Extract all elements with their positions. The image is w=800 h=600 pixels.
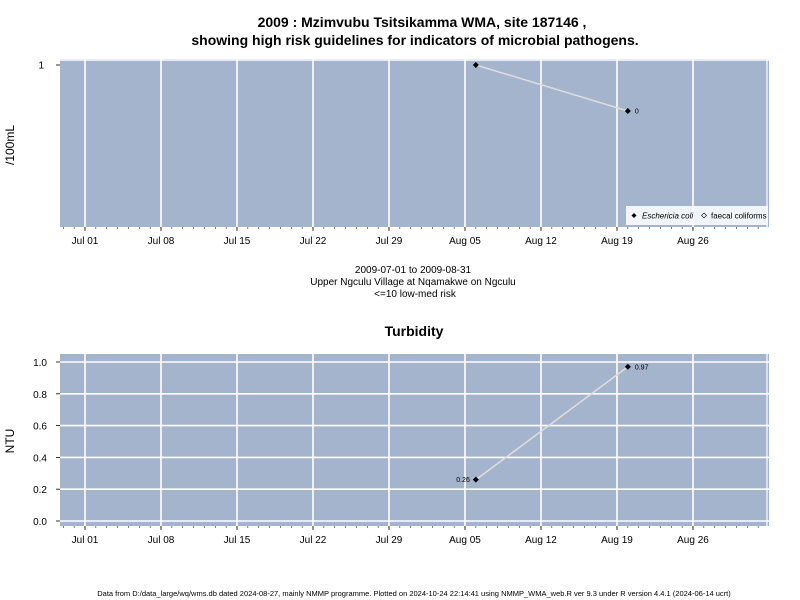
x-tick-label: Aug 26 <box>677 535 709 546</box>
y-tick-label: 0.2 <box>33 485 47 496</box>
data-label: 0 <box>635 109 639 116</box>
y-tick-label: 0.6 <box>33 422 47 433</box>
legend-faecal-label: faecal coliforms <box>711 212 767 221</box>
x-tick-label: Jul 29 <box>376 236 403 247</box>
legend-ecoli-marker <box>631 213 637 218</box>
chart2-y-axis-label: NTU <box>3 429 17 454</box>
chart1-title-line1: 2009 : Mzimvubu Tsitsikamma WMA, site 18… <box>258 14 587 30</box>
x-tick-label: Aug 12 <box>525 535 557 546</box>
x-tick-label: Jul 15 <box>224 236 251 247</box>
x-tick-label: Aug 19 <box>601 535 633 546</box>
data-point <box>472 62 479 68</box>
x-tick-label: Aug 05 <box>449 535 481 546</box>
y-tick-label: 0.0 <box>33 517 47 528</box>
chart1-series: 0 <box>472 62 639 116</box>
data-point <box>624 363 631 370</box>
x-tick-label: Aug 26 <box>677 236 709 247</box>
chart1-x-ticks: Jul 01 Jul 08 Jul 15 Jul 22 Jul 29 Aug 05 Aug … <box>63 227 759 247</box>
x-tick-label: Jul 22 <box>300 236 327 247</box>
legend-ecoli-label: Eschericia coli <box>642 212 693 221</box>
data-label: 0.26 <box>456 477 470 484</box>
x-tick-label: Jul 29 <box>376 535 403 546</box>
chart1-plot-area <box>60 59 769 227</box>
x-tick-label: Aug 12 <box>525 236 557 247</box>
chart1-date-range: 2009-07-01 to 2009-08-31 <box>355 265 472 276</box>
chart1-y-axis-label: /100mL <box>3 125 17 165</box>
chart1-gridlines <box>60 59 769 227</box>
x-tick-label: Jul 08 <box>148 535 175 546</box>
y-tick-label: 0.4 <box>33 453 47 464</box>
chart1-y-ticks: 1 <box>38 61 60 72</box>
chart1-site-name: Upper Ngculu Village at Nqamakwe on Ngcu… <box>310 277 515 288</box>
x-tick-label: Aug 19 <box>601 236 633 247</box>
chart2-x-ticks: Jul 01 Jul 08 Jul 15 Jul 22 Jul 29 Aug 05 Aug … <box>63 526 759 546</box>
x-tick-label: Jul 08 <box>148 236 175 247</box>
x-tick-label: Jul 15 <box>224 535 251 546</box>
data-label: 0.97 <box>635 364 649 371</box>
y-tick-label: 0.8 <box>33 390 47 401</box>
x-tick-label: Jul 01 <box>72 535 99 546</box>
footer-note: Data from D:/data_large/wq/wms.db dated … <box>97 589 731 598</box>
data-point <box>624 108 631 114</box>
data-point <box>472 476 479 483</box>
chart1-legend: Eschericia coli faecal coliforms <box>626 206 768 225</box>
series-line <box>475 366 629 481</box>
chart2-gridlines <box>60 354 769 526</box>
chart2-plot-area <box>60 354 769 526</box>
chart1-title-line2: showing high risk guidelines for indicat… <box>191 32 638 48</box>
y-tick-label: 1 <box>38 61 44 72</box>
chart2-title: Turbidity <box>385 323 444 339</box>
chart2-series: 0.26 0.97 <box>456 363 649 484</box>
series-line <box>475 64 629 112</box>
chart1-risk-note: <=10 low-med risk <box>374 289 457 300</box>
x-tick-label: Aug 05 <box>449 236 481 247</box>
chart1-legend-box <box>626 206 768 225</box>
x-tick-label: Jul 01 <box>72 236 99 247</box>
chart2-y-ticks: 0.0 0.2 0.4 0.6 0.8 1.0 <box>33 358 60 528</box>
y-tick-label: 1.0 <box>33 358 47 369</box>
x-tick-label: Jul 22 <box>300 535 327 546</box>
legend-faecal-marker <box>701 212 707 219</box>
